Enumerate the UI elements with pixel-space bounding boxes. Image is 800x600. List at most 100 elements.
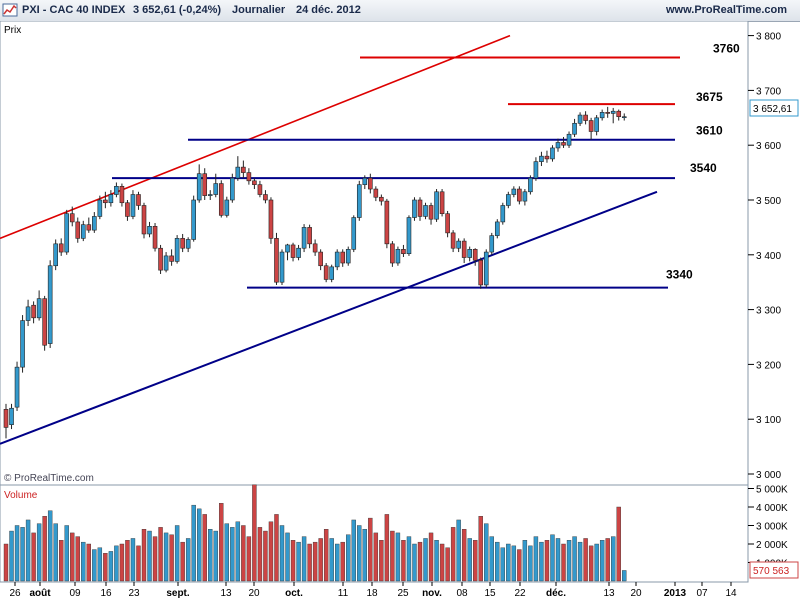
volume-bar bbox=[522, 540, 528, 582]
candle-body bbox=[92, 216, 97, 231]
candle-body bbox=[384, 200, 390, 245]
candle-body bbox=[218, 183, 224, 216]
candle-body bbox=[478, 259, 484, 286]
current-price-tag-box bbox=[749, 99, 799, 117]
candle-body bbox=[445, 213, 450, 234]
volume-bar bbox=[439, 543, 445, 582]
candle-body bbox=[511, 188, 517, 195]
candle-body bbox=[450, 232, 456, 249]
candle-body bbox=[472, 249, 478, 261]
candle-body bbox=[285, 244, 290, 253]
candle-body bbox=[36, 298, 42, 319]
volume-bar bbox=[594, 543, 599, 582]
volume-bar bbox=[279, 525, 285, 582]
candle-body bbox=[31, 304, 36, 319]
volume-bar bbox=[323, 529, 329, 582]
volume-bar bbox=[368, 517, 373, 582]
candle-body bbox=[428, 205, 434, 220]
x-tick-label: 26 bbox=[9, 588, 21, 599]
volume-bar bbox=[97, 547, 103, 582]
candle-body bbox=[544, 155, 550, 160]
candle-body bbox=[202, 173, 208, 196]
volume-bar bbox=[230, 527, 235, 582]
volume-bar bbox=[555, 538, 561, 582]
volume-bar bbox=[500, 547, 505, 582]
candle-body bbox=[290, 244, 296, 258]
candle-body bbox=[125, 202, 130, 217]
candle-body bbox=[136, 194, 141, 206]
candle-body bbox=[108, 194, 114, 204]
site-link[interactable]: www.ProRealTime.com bbox=[666, 4, 788, 16]
candle-body bbox=[467, 249, 472, 258]
volume-bar bbox=[357, 525, 362, 582]
candle-body bbox=[69, 213, 75, 223]
candle-body bbox=[390, 243, 395, 264]
price-tick-label: 3 400 bbox=[756, 251, 781, 262]
price-tick-label: 3 100 bbox=[756, 415, 781, 426]
price-tick-label: 3 600 bbox=[756, 141, 781, 152]
volume-bar bbox=[588, 545, 594, 582]
candle-body bbox=[539, 155, 544, 162]
volume-bar bbox=[489, 536, 494, 582]
volume-bar bbox=[478, 516, 483, 582]
volume-bar bbox=[213, 530, 218, 582]
price-tick-label: 3 500 bbox=[756, 196, 781, 207]
volume-bar bbox=[605, 538, 610, 582]
volume-bar bbox=[202, 514, 207, 582]
candle-body bbox=[3, 409, 9, 428]
volume-bar bbox=[185, 538, 191, 582]
candle-body bbox=[439, 191, 445, 214]
candle-body bbox=[64, 213, 70, 253]
volume-bar bbox=[611, 536, 616, 582]
candle-body bbox=[58, 243, 64, 253]
candle-body bbox=[395, 249, 401, 264]
volume-bar bbox=[208, 529, 213, 582]
volume-bar bbox=[340, 541, 345, 582]
x-tick-label: 25 bbox=[397, 588, 409, 599]
candle-body bbox=[246, 172, 252, 182]
volume-bar bbox=[434, 540, 439, 582]
price-tick-label: 3 000 bbox=[756, 470, 781, 481]
x-tick-label: 16 bbox=[100, 588, 112, 599]
volume-bar bbox=[257, 527, 263, 582]
candle-body bbox=[191, 199, 196, 240]
volume-bar bbox=[3, 543, 9, 582]
candle-body bbox=[412, 199, 417, 218]
volume-bar bbox=[70, 532, 75, 582]
volume-bar bbox=[42, 516, 47, 582]
volume-bar bbox=[599, 540, 605, 582]
volume-bar bbox=[25, 519, 31, 582]
volume-bar bbox=[92, 549, 97, 582]
volume-bar bbox=[191, 504, 196, 582]
candle-body bbox=[158, 247, 163, 271]
level-label: 3610 bbox=[696, 124, 723, 138]
volume-bar bbox=[235, 521, 241, 582]
volume-bar bbox=[81, 541, 86, 582]
candle-body bbox=[141, 205, 147, 235]
volume-title: Volume bbox=[4, 490, 38, 501]
candle-body bbox=[169, 255, 174, 262]
x-tick-label: 20 bbox=[630, 588, 642, 599]
volume-tick-label: 5 000K bbox=[756, 485, 788, 496]
x-tick-label: 15 bbox=[484, 588, 496, 599]
volume-bar bbox=[136, 545, 141, 582]
candle-body bbox=[599, 112, 605, 119]
candle-body bbox=[213, 183, 219, 195]
candle-body bbox=[434, 191, 439, 220]
volume-bar bbox=[572, 536, 577, 582]
title-bar: PXI - CAC 40 INDEX 3 652,61 (-0,24%) Jou… bbox=[0, 0, 800, 22]
copyright-text: © ProRealTime.com bbox=[4, 473, 94, 484]
candle-body bbox=[114, 186, 119, 195]
volume-bar bbox=[528, 545, 533, 582]
candle-body bbox=[522, 191, 528, 202]
volume-bar bbox=[263, 530, 268, 582]
candle-body bbox=[147, 226, 152, 235]
volume-bar bbox=[64, 525, 69, 582]
candle-body bbox=[528, 177, 533, 193]
volume-bar bbox=[351, 519, 356, 582]
volume-bar bbox=[241, 525, 246, 582]
candle-body bbox=[230, 177, 235, 201]
candle-body bbox=[119, 186, 125, 204]
volume-bar bbox=[506, 543, 511, 582]
volume-bar bbox=[511, 545, 517, 582]
